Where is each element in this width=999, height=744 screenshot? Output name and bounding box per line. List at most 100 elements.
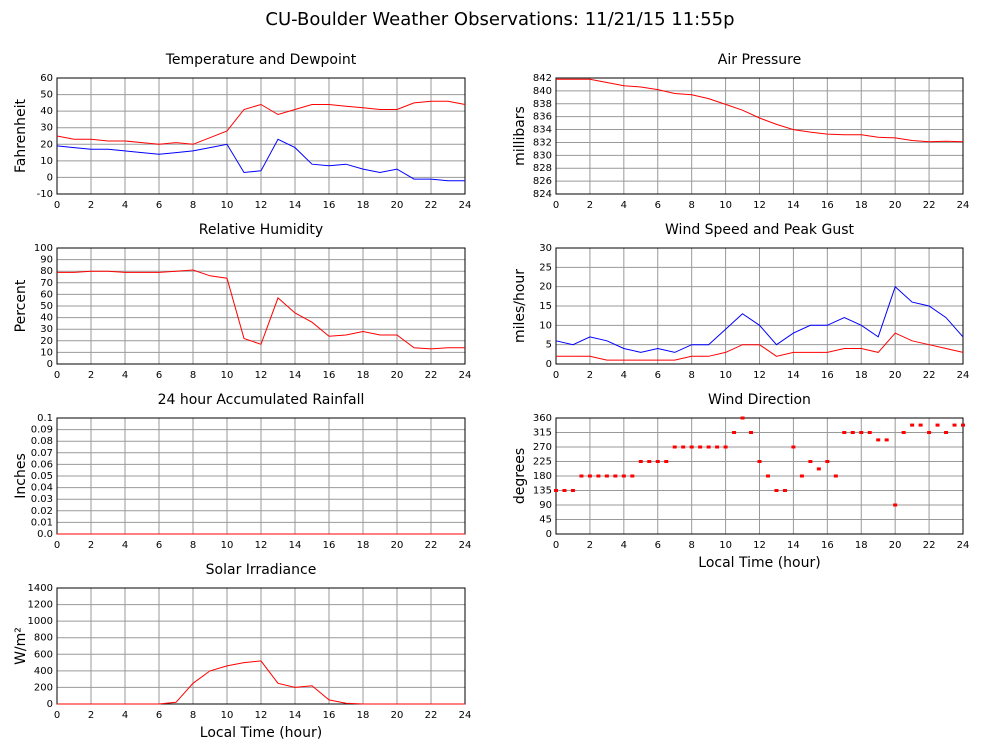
x-tick-label: 22 [923,540,936,551]
page-title: CU-Boulder Weather Observations: 11/21/1… [265,9,734,30]
scatter-point [859,431,864,434]
scatter-point [944,431,949,434]
y-tick-label: 0.04 [31,483,53,494]
x-tick-label: 0 [54,710,60,721]
x-tick-label: 14 [289,370,302,381]
scatter-point [842,431,847,434]
x-tick-label: 18 [855,370,868,381]
x-tick-label: 2 [88,370,94,381]
x-tick-label: 10 [221,710,234,721]
x-tick-label: 2 [587,200,593,211]
y-tick-label: 800 [34,633,53,644]
y-tick-label: 70 [40,278,53,289]
y-axis-label: Inches [13,453,29,498]
scatter-point [604,474,609,478]
y-tick-label: 10 [40,156,53,167]
x-tick-label: 8 [190,370,196,381]
x-tick-label: 6 [156,540,162,551]
x-tick-label: 6 [156,710,162,721]
y-tick-label: 824 [533,189,552,200]
x-tick-label: 16 [323,200,336,211]
x-tick-label: 16 [323,710,336,721]
scatter-point [961,423,965,427]
x-tick-label: 24 [459,540,472,551]
scatter-point [570,489,575,492]
x-tick-label: 20 [391,370,404,381]
x-tick-label: 18 [855,540,868,551]
x-tick-label: 2 [587,370,593,381]
series-line [57,269,465,350]
scatter-point [732,431,737,434]
x-tick-label: 20 [889,370,902,381]
y-tick-label: 1000 [28,616,53,627]
scatter-point [647,460,652,463]
x-tick-label: 24 [957,370,970,381]
x-tick-label: 10 [719,370,732,381]
x-tick-label: 20 [889,200,902,211]
scatter-point [613,474,618,478]
scatter-point [893,503,898,507]
x-tick-label: 20 [391,710,404,721]
x-tick-label: 0 [54,540,60,551]
scatter-point [765,474,770,478]
y-tick-label: 30 [539,243,552,254]
x-tick-label: 16 [821,540,834,551]
x-tick-label: 8 [688,540,694,551]
x-tick-label: 4 [122,540,128,551]
x-tick-label: 0 [54,200,60,211]
chart-title: Solar Irradiance [206,562,317,578]
scatter-point [706,445,711,449]
y-tick-label: 0.1 [37,413,53,424]
x-tick-label: 16 [323,370,336,381]
y-tick-label: 0 [47,172,53,183]
x-tick-label: 12 [255,710,268,721]
y-axis-label: millibars [512,106,528,166]
chart-title: Air Pressure [718,52,801,68]
x-tick-label: 10 [221,370,234,381]
x-tick-label: 12 [753,200,766,211]
chart-title: Wind Speed and Peak Gust [665,222,854,238]
x-tick-label: 24 [957,200,970,211]
scatter-point [816,467,821,471]
y-tick-label: 10 [539,320,552,331]
scatter-point [867,431,872,434]
x-tick-label: 16 [821,200,834,211]
scatter-point [638,460,643,463]
scatter-point [621,474,626,478]
scatter-point [884,438,889,442]
y-tick-label: 838 [533,99,552,110]
y-tick-label: 828 [533,163,552,174]
y-tick-label: 40 [40,313,53,324]
x-tick-label: 20 [391,540,404,551]
y-tick-label: 0 [546,359,552,370]
scatter-point [825,460,830,463]
plot-frame [56,587,466,705]
scatter-point [833,474,838,478]
y-axis-label: Fahrenheit [13,98,29,173]
scatter-point [901,431,906,434]
scatter-point [876,438,881,442]
y-tick-label: 135 [533,486,552,497]
y-tick-label: 826 [533,176,552,187]
y-tick-label: 0.0 [37,529,53,540]
x-axis-label: Local Time (hour) [698,555,820,571]
x-tick-label: 20 [391,200,404,211]
x-tick-label: 14 [289,540,302,551]
y-axis-label: Percent [13,279,29,332]
chart-title: 24 hour Accumulated Rainfall [158,392,365,408]
x-tick-label: 10 [221,540,234,551]
y-tick-label: -10 [37,189,53,200]
y-tick-label: 830 [533,150,552,161]
x-tick-label: 22 [923,370,936,381]
y-tick-label: 270 [533,442,552,453]
x-tick-label: 2 [587,540,593,551]
x-tick-label: 18 [357,540,370,551]
y-tick-label: 50 [40,301,53,312]
y-tick-label: 180 [533,471,552,482]
x-tick-label: 14 [787,370,800,381]
x-tick-label: 8 [688,370,694,381]
y-tick-label: 600 [34,649,53,660]
x-tick-label: 6 [655,540,661,551]
x-tick-label: 6 [655,200,661,211]
scatter-point [749,431,754,434]
